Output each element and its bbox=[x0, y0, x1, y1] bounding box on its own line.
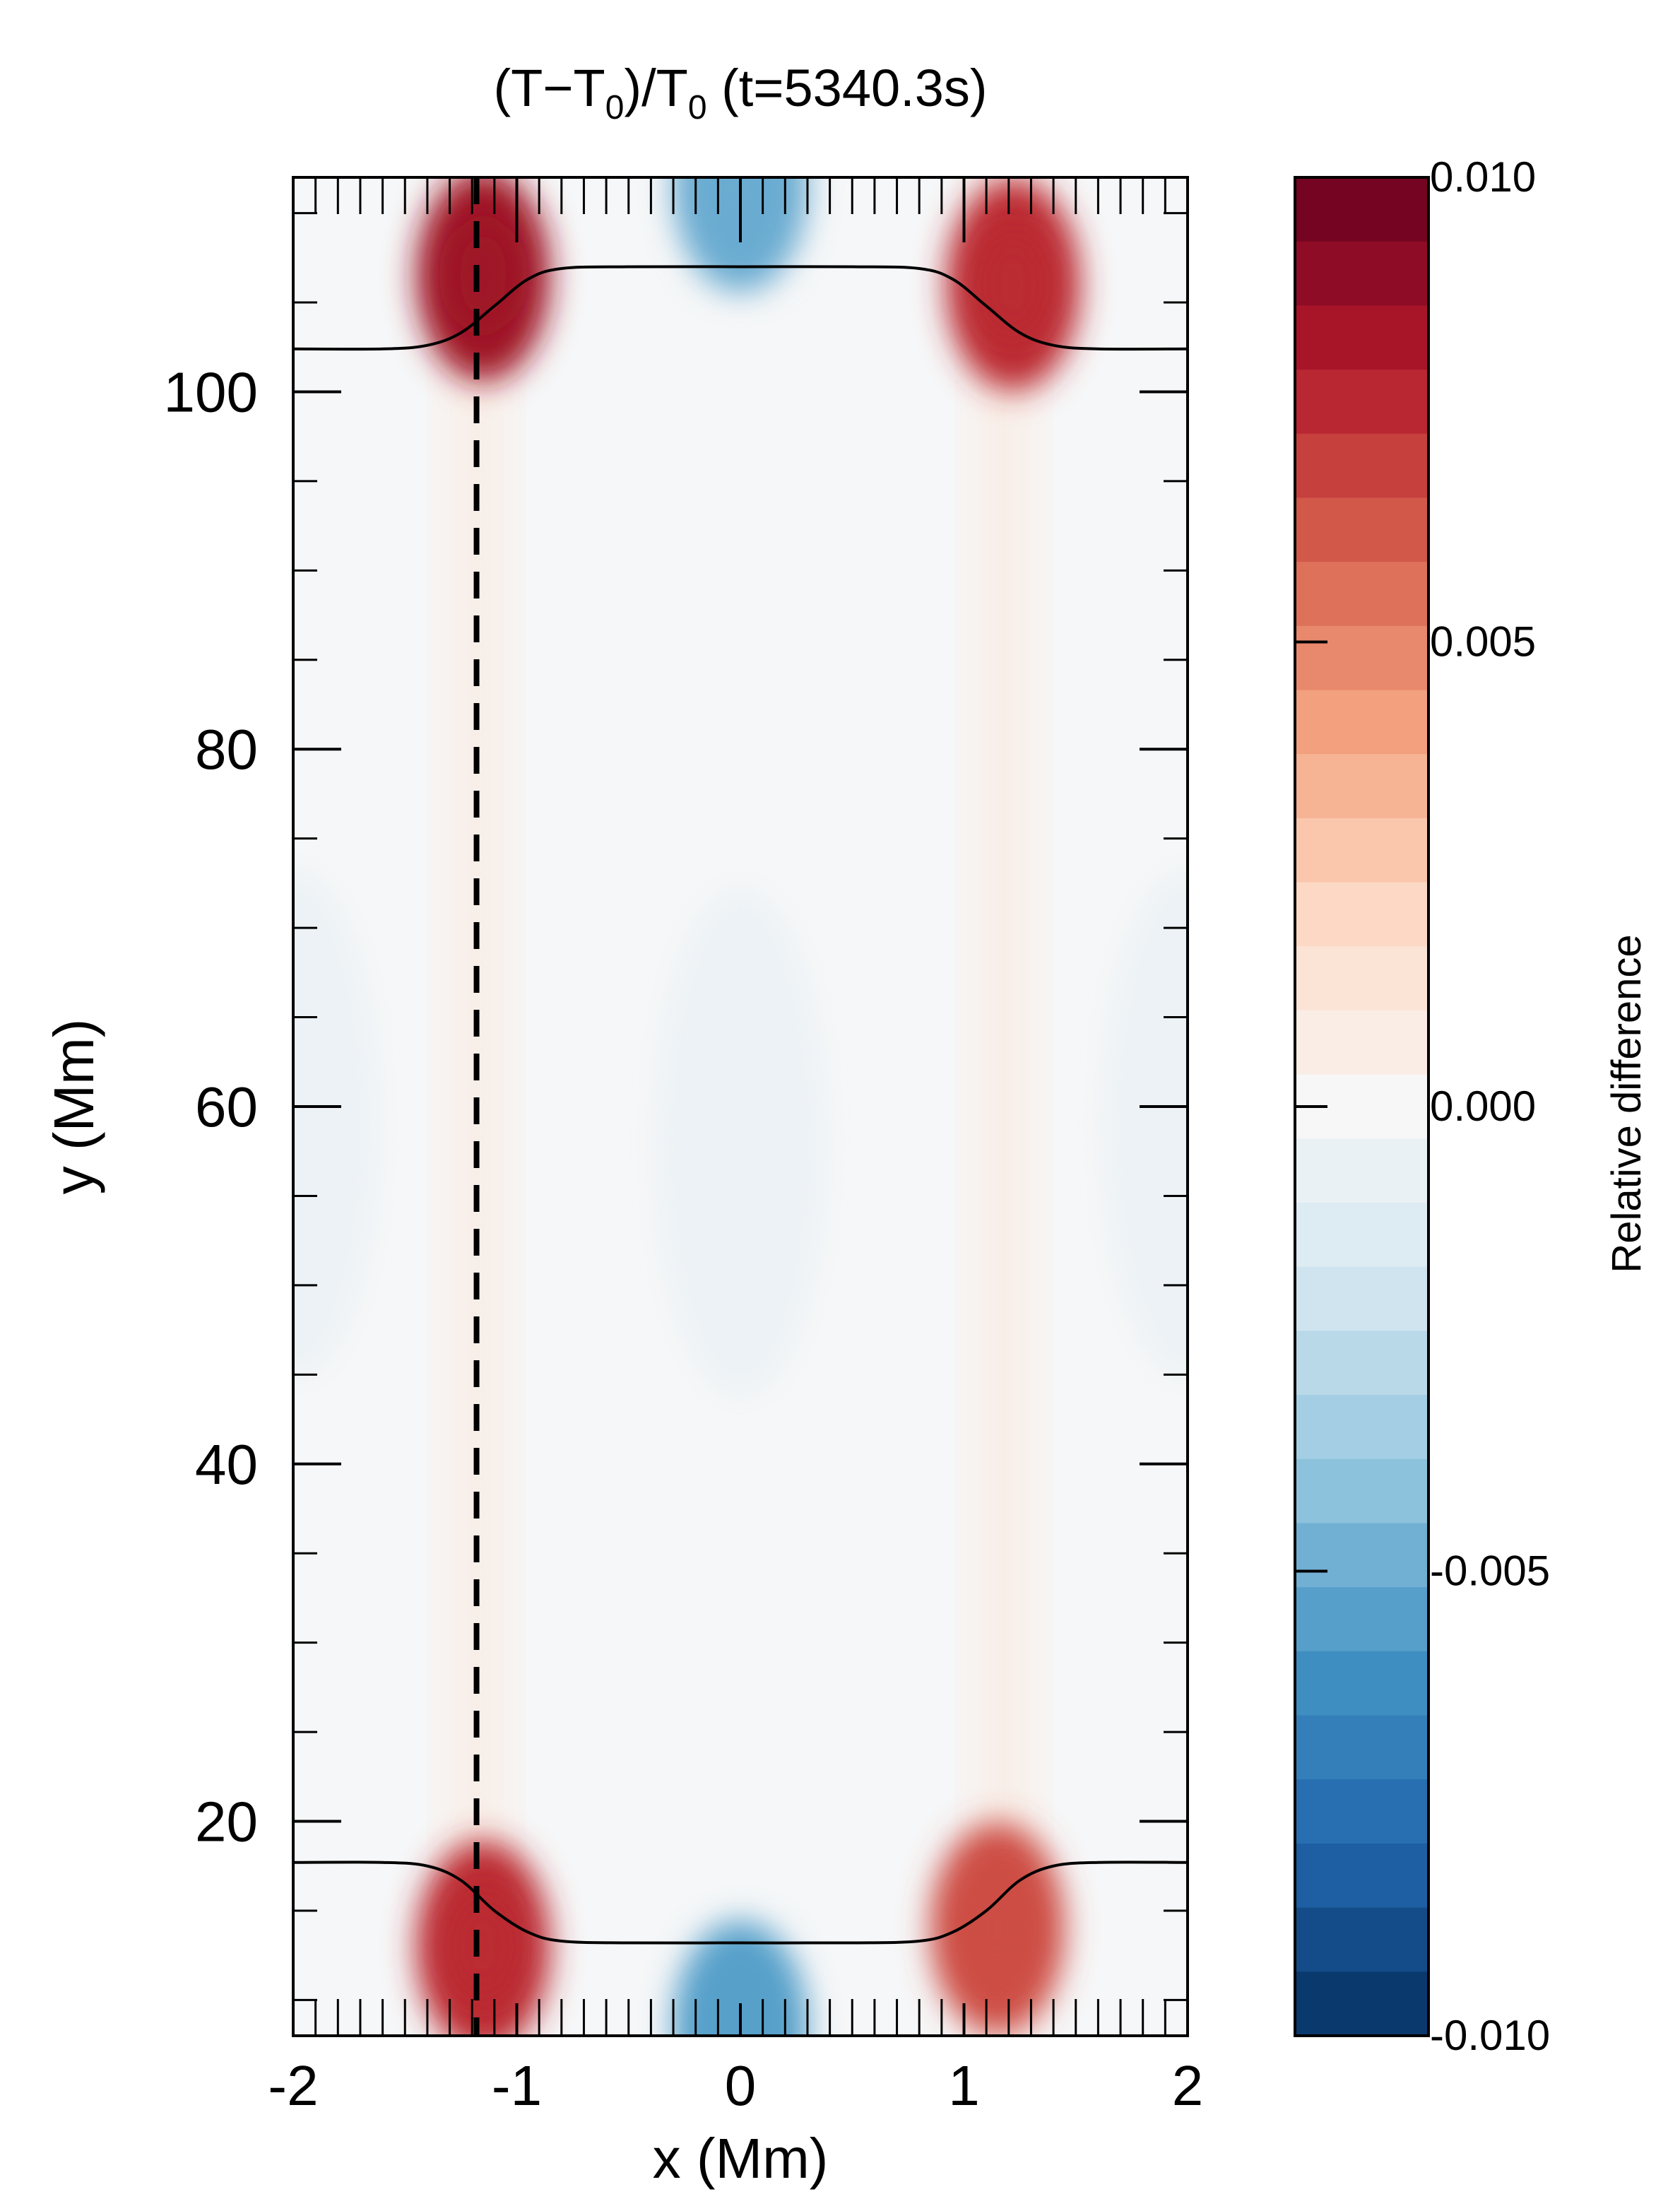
left-bottom-hotspot-core bbox=[449, 1893, 517, 2000]
colorbar-level bbox=[1295, 1395, 1428, 1460]
colorbar-label: Relative difference bbox=[1604, 934, 1650, 1273]
colorbar-level bbox=[1295, 1331, 1428, 1396]
y-tick-label: 100 bbox=[164, 360, 258, 423]
colorbar-level bbox=[1295, 177, 1428, 242]
colorbar-level bbox=[1295, 946, 1428, 1011]
colorbar-level bbox=[1295, 305, 1428, 370]
y-tick-label: 40 bbox=[195, 1433, 258, 1496]
colorbar-level bbox=[1295, 882, 1428, 947]
y-tick-label: 20 bbox=[195, 1791, 258, 1853]
colorbar-level bbox=[1295, 370, 1428, 435]
colorbar-level bbox=[1295, 433, 1428, 499]
colorbar-level bbox=[1295, 1971, 1428, 2036]
x-tick-label: -2 bbox=[268, 2054, 318, 2117]
colorbar-level bbox=[1295, 818, 1428, 883]
colorbar-level bbox=[1295, 1010, 1428, 1075]
y-tick-label: 60 bbox=[195, 1075, 258, 1138]
x-tick-label: 2 bbox=[1172, 2054, 1204, 2117]
x-tick-label: 1 bbox=[948, 2054, 980, 2117]
colorbar-level bbox=[1295, 1266, 1428, 1332]
colorbar-level bbox=[1295, 241, 1428, 306]
temperature-field bbox=[293, 177, 1188, 2036]
plot-area: -2 -1 0 1 2 20 40 60 80 100 bbox=[164, 176, 1204, 2117]
chart-title: (T−T0)/T0 (t=5340.3s) bbox=[493, 59, 987, 126]
x-tick-label: -1 bbox=[492, 2054, 542, 2117]
colorbar: 0.010 0.005 0.000 -0.005 -0.010 bbox=[1294, 153, 1550, 2059]
colorbar-tick-label: -0.005 bbox=[1430, 1547, 1550, 1595]
y-axis-label: y (Mm) bbox=[42, 1019, 105, 1195]
colorbar-level bbox=[1295, 1138, 1428, 1203]
colorbar-level bbox=[1295, 690, 1428, 755]
contour-lower-boundary bbox=[292, 1861, 1188, 1945]
right-bottom-hotspot-core bbox=[964, 1875, 1031, 1982]
contour-upper-boundary bbox=[292, 265, 1188, 351]
y-tick-label: 80 bbox=[195, 718, 258, 781]
colorbar-tick-label: 0.005 bbox=[1430, 618, 1536, 666]
x-axis-label: x (Mm) bbox=[653, 2127, 829, 2190]
left-top-hotspot-core bbox=[449, 223, 517, 329]
colorbar-level bbox=[1295, 1458, 1428, 1524]
colorbar-tick-label: 0.010 bbox=[1430, 153, 1536, 201]
colorbar-level bbox=[1295, 1203, 1428, 1268]
colorbar-level bbox=[1295, 1587, 1428, 1652]
colorbar-level bbox=[1295, 1523, 1428, 1588]
colorbar-level bbox=[1295, 754, 1428, 819]
colorbar-level bbox=[1295, 1715, 1428, 1780]
plot-frame bbox=[292, 176, 1189, 2037]
colorbar-level bbox=[1295, 1779, 1428, 1844]
colorbar-level bbox=[1295, 1651, 1428, 1716]
colorbar-level bbox=[1295, 1843, 1428, 1909]
colorbar-level bbox=[1295, 625, 1428, 691]
left-edge-cold-blob bbox=[293, 870, 378, 1379]
x-tick-label: 0 bbox=[725, 2054, 757, 2117]
colorbar-level bbox=[1295, 562, 1428, 627]
colorbar-tick-label: 0.000 bbox=[1430, 1083, 1536, 1130]
colorbar-level bbox=[1295, 497, 1428, 562]
right-top-hotspot-core bbox=[979, 231, 1047, 338]
center-cold-blob bbox=[656, 888, 825, 1397]
colorbar-level bbox=[1295, 1907, 1428, 1972]
right-hot-column-core bbox=[992, 177, 1017, 2036]
colorbar-tick-label: -0.010 bbox=[1430, 2012, 1550, 2059]
right-edge-cold-blob bbox=[1103, 870, 1188, 1379]
